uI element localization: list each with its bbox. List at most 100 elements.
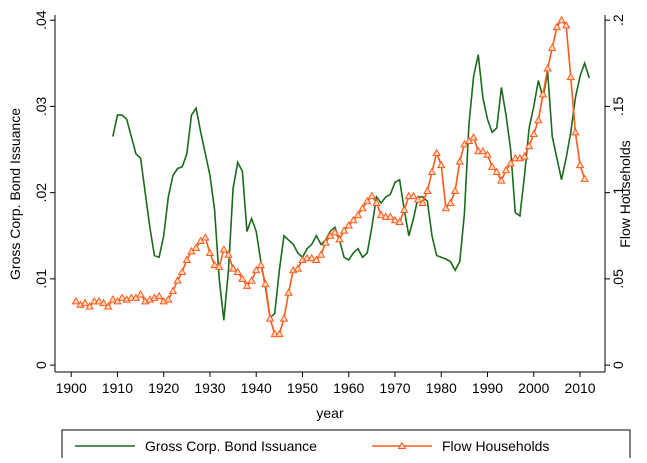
marker: [321, 238, 330, 246]
x-tick-label: 1970: [379, 380, 410, 396]
marker: [441, 203, 451, 212]
x-tick-label: 1990: [472, 380, 503, 396]
marker: [455, 157, 465, 165]
marker: [256, 260, 266, 269]
x-tick-label: 1900: [56, 380, 87, 396]
y-tick-label: .04: [33, 10, 49, 30]
marker: [548, 43, 557, 51]
marker: [432, 148, 441, 157]
x-tick-label: 1950: [287, 380, 318, 396]
marker: [362, 196, 372, 205]
marker: [251, 265, 261, 274]
marker: [312, 255, 321, 263]
marker: [201, 233, 210, 241]
marker: [372, 198, 381, 207]
x-tick-label: 1960: [333, 380, 364, 396]
marker: [99, 298, 108, 307]
marker: [575, 160, 585, 169]
marker: [399, 205, 409, 213]
y2-tick-label: .2: [610, 14, 626, 26]
marker: [483, 150, 492, 158]
marker: [177, 267, 187, 276]
x-axis-title: year: [316, 405, 344, 421]
marker: [247, 276, 256, 284]
marker: [219, 245, 229, 253]
marker: [228, 264, 238, 272]
marker: [571, 127, 580, 136]
y-tick-label: .02: [33, 183, 49, 203]
marker: [293, 264, 303, 272]
marker: [497, 176, 506, 184]
marker: [543, 64, 552, 72]
legend-marker: [397, 441, 407, 450]
legend-label: Gross Corp. Bond Issuance: [145, 438, 317, 454]
marker: [335, 234, 344, 243]
marker: [418, 198, 428, 207]
marker: [450, 186, 460, 194]
marker: [492, 167, 502, 175]
x-tick-label: 1930: [194, 380, 225, 396]
marker: [386, 212, 395, 220]
marker: [501, 165, 511, 174]
marker: [349, 215, 358, 224]
x-tick-label: 1980: [426, 380, 457, 396]
marker: [353, 210, 363, 219]
y2-tick-label: .15: [610, 96, 626, 116]
marker: [478, 146, 488, 155]
marker: [524, 141, 534, 150]
marker: [529, 129, 539, 138]
marker: [316, 250, 326, 258]
x-tick-label: 2000: [518, 380, 549, 396]
x-tick-label: 1910: [102, 380, 133, 396]
marker: [413, 195, 423, 203]
marker: [242, 281, 252, 289]
marker: [436, 160, 446, 169]
marker: [117, 293, 127, 301]
marker: [409, 191, 418, 200]
marker: [279, 314, 289, 322]
legend-label: Flow Households: [442, 438, 549, 454]
marker: [427, 167, 437, 175]
marker: [552, 22, 562, 31]
marker: [136, 289, 145, 298]
marker: [339, 226, 349, 234]
marker: [469, 133, 478, 141]
y2-tick-label: .05: [610, 269, 626, 289]
marker: [214, 262, 224, 270]
y-tick-label: 0: [33, 361, 49, 369]
marker: [275, 329, 284, 338]
marker: [103, 302, 113, 310]
marker: [561, 20, 571, 29]
marker: [367, 191, 377, 200]
marker: [506, 158, 515, 167]
marker: [520, 152, 529, 160]
marker: [307, 253, 316, 262]
marker: [566, 72, 576, 81]
marker: [205, 248, 215, 257]
marker: [233, 267, 242, 276]
marker: [108, 295, 118, 303]
marker: [164, 295, 173, 303]
marker: [446, 198, 455, 207]
marker: [182, 255, 192, 263]
marker: [538, 89, 548, 98]
y2-tick-label: 0: [610, 361, 626, 369]
marker: [173, 276, 182, 284]
marker: [210, 260, 219, 269]
marker: [423, 186, 432, 194]
marker: [390, 215, 400, 224]
y-tick-label: .01: [33, 269, 49, 289]
marker: [284, 288, 293, 296]
marker: [80, 298, 90, 307]
marker: [168, 286, 178, 294]
marker: [358, 203, 367, 212]
marker: [580, 174, 589, 182]
y-tick-label: .03: [33, 96, 49, 116]
x-tick-label: 2010: [564, 380, 595, 396]
x-tick-label: 1920: [148, 380, 179, 396]
marker: [238, 274, 247, 282]
marker: [330, 227, 340, 236]
marker: [154, 291, 164, 300]
